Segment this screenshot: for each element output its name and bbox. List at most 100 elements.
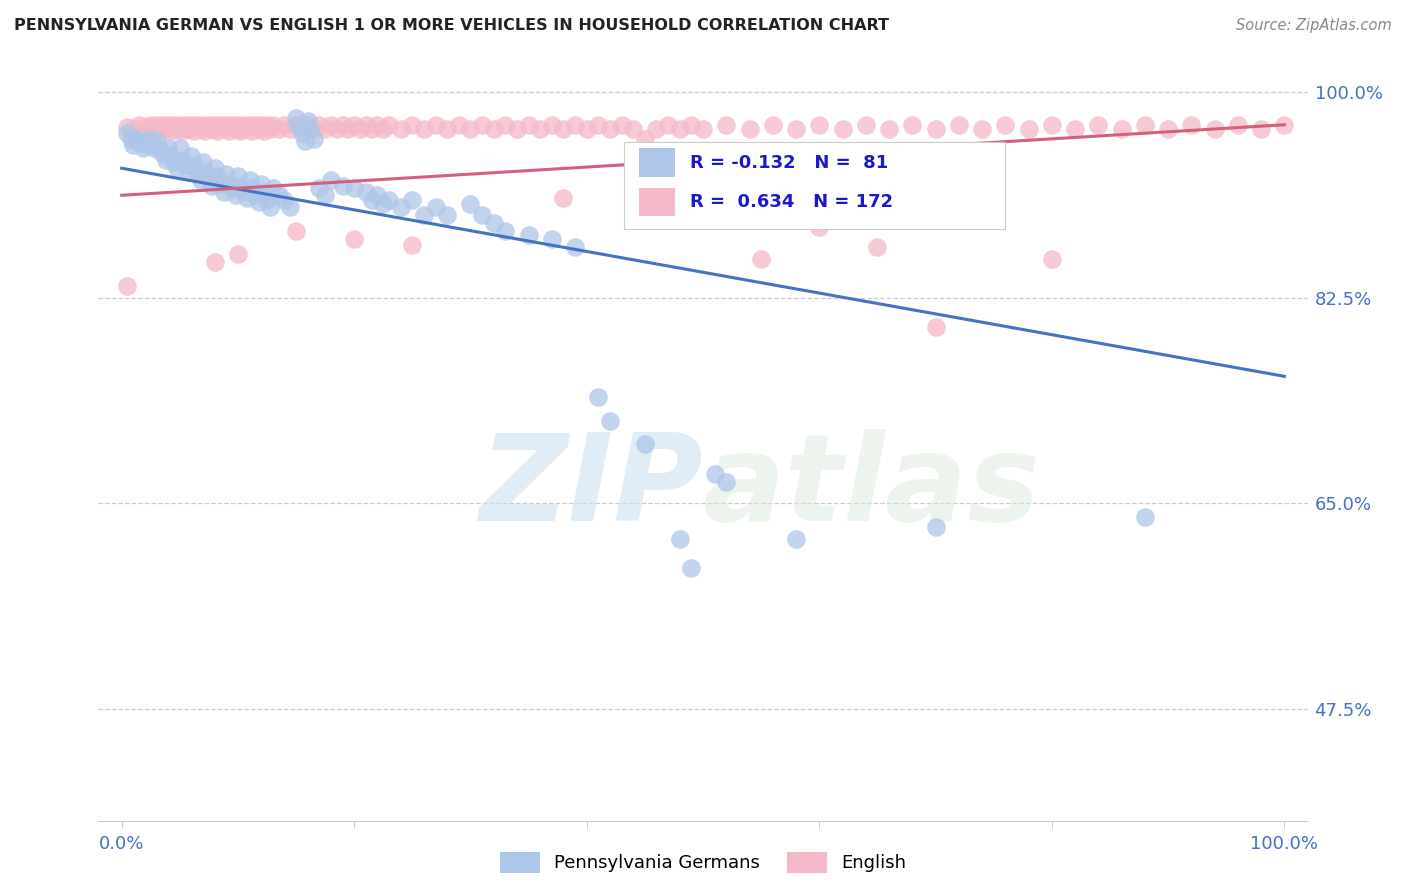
Point: [198, 118, 221, 132]
Point: [143, 141, 166, 155]
Point: [267, 122, 290, 136]
Point: [194, 165, 217, 179]
Point: [634, 132, 657, 146]
Point: [259, 122, 281, 136]
Point: [159, 149, 181, 163]
Point: [247, 122, 270, 136]
Point: [205, 169, 228, 184]
Point: [190, 173, 212, 187]
Point: [540, 118, 562, 132]
Point: [471, 118, 494, 132]
Point: [180, 118, 202, 132]
Point: [285, 111, 308, 125]
Point: [482, 122, 505, 136]
Point: [236, 122, 259, 136]
Point: [1272, 118, 1295, 132]
Point: [190, 122, 212, 136]
Point: [183, 158, 205, 172]
Point: [124, 132, 146, 146]
Point: [215, 167, 238, 181]
Point: [239, 118, 262, 132]
Point: [373, 122, 395, 136]
Point: [588, 118, 610, 132]
Point: [373, 196, 395, 211]
Point: [314, 188, 336, 202]
Point: [273, 118, 295, 132]
Point: [229, 178, 252, 193]
Point: [494, 118, 516, 132]
Point: [378, 193, 401, 207]
Point: [413, 208, 436, 222]
Point: [529, 122, 551, 136]
Point: [540, 232, 562, 246]
Point: [588, 391, 610, 405]
Point: [250, 118, 273, 132]
Point: [287, 118, 309, 132]
Point: [785, 122, 807, 136]
Point: [436, 208, 458, 222]
Point: [174, 158, 197, 172]
Point: [425, 118, 447, 132]
Point: [360, 122, 382, 136]
Point: [150, 118, 173, 132]
Point: [634, 437, 657, 451]
Point: [294, 134, 316, 148]
Point: [247, 195, 270, 210]
Point: [226, 247, 249, 261]
Point: [360, 193, 382, 207]
Point: [166, 161, 188, 176]
Point: [278, 200, 301, 214]
Point: [285, 118, 308, 132]
Point: [564, 118, 586, 132]
Point: [308, 181, 330, 195]
Point: [225, 188, 247, 202]
Point: [749, 252, 772, 266]
Point: [599, 122, 621, 136]
Point: [236, 191, 259, 205]
Point: [471, 208, 494, 222]
Point: [131, 141, 153, 155]
Point: [172, 153, 194, 167]
Point: [389, 200, 412, 214]
Point: [1180, 118, 1202, 132]
Point: [150, 145, 173, 160]
Point: [117, 126, 139, 140]
Text: R =  0.634   N = 172: R = 0.634 N = 172: [690, 193, 893, 211]
Point: [564, 240, 586, 254]
Point: [553, 122, 575, 136]
Point: [401, 237, 423, 252]
Point: [136, 126, 159, 140]
Point: [179, 165, 201, 179]
Point: [174, 118, 197, 132]
Point: [401, 118, 423, 132]
Point: [191, 118, 214, 132]
Text: PENNSYLVANIA GERMAN VS ENGLISH 1 OR MORE VEHICLES IN HOUSEHOLD CORRELATION CHART: PENNSYLVANIA GERMAN VS ENGLISH 1 OR MORE…: [14, 18, 889, 33]
Point: [337, 122, 360, 136]
Point: [262, 118, 284, 132]
Point: [366, 118, 388, 132]
Point: [302, 132, 325, 146]
Point: [785, 532, 807, 546]
Point: [354, 118, 377, 132]
Point: [401, 193, 423, 207]
Text: atlas: atlas: [703, 428, 1040, 546]
Point: [124, 132, 146, 146]
Point: [447, 118, 470, 132]
Point: [262, 181, 284, 195]
Point: [169, 118, 191, 132]
Point: [291, 126, 314, 140]
Point: [291, 122, 314, 136]
Point: [229, 123, 252, 137]
Point: [831, 122, 853, 136]
Point: [866, 240, 889, 254]
Point: [136, 137, 159, 152]
Point: [218, 123, 240, 137]
Point: [332, 118, 354, 132]
Point: [148, 141, 170, 155]
Point: [204, 255, 226, 269]
Point: [517, 118, 540, 132]
Point: [239, 173, 262, 187]
Point: [308, 118, 330, 132]
Point: [278, 122, 301, 136]
Point: [155, 122, 177, 136]
